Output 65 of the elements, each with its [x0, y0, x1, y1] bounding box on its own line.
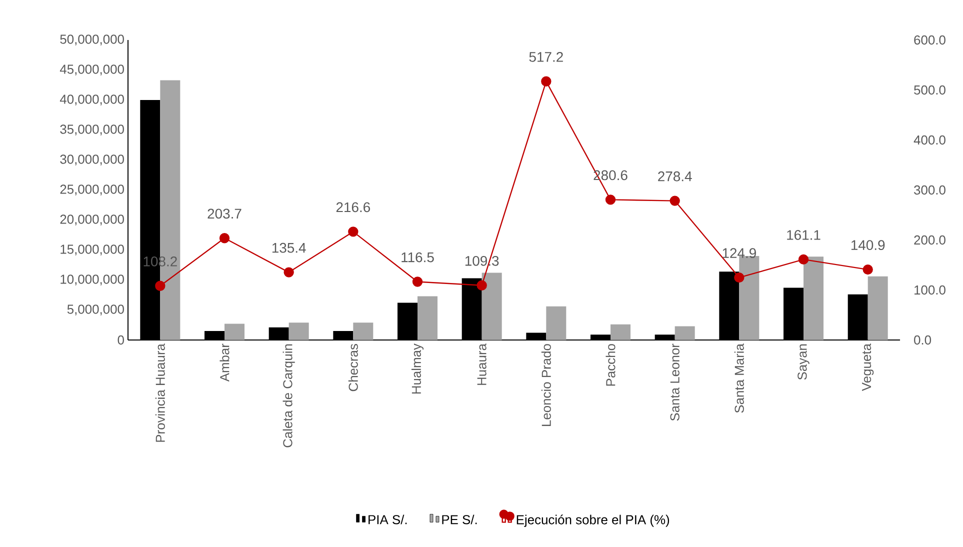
- data-label: 216.6: [336, 202, 370, 212]
- x-tick-label: Santa Leonor: [670, 344, 680, 421]
- y-tick-label: 35,000,000: [60, 124, 124, 136]
- y2-tick-label: 0.0: [914, 335, 932, 345]
- legend-label: PE S/.: [442, 514, 477, 524]
- x-tick-label: Caleta de Carquin: [282, 344, 295, 448]
- bar: [418, 296, 438, 340]
- y-tick-label: 25,000,000: [60, 184, 124, 196]
- point: [219, 233, 230, 244]
- x-tick-label: Checras: [348, 344, 358, 392]
- point: [862, 264, 873, 275]
- x-tick-label: Sayan: [798, 344, 810, 380]
- point: [541, 76, 552, 86]
- point: [284, 267, 294, 278]
- y-tick-label: 40,000,000: [60, 94, 124, 106]
- y-tick-label: 45,000,000: [60, 64, 124, 76]
- legend-label: Ejecución sobre el PIA (%): [516, 514, 670, 527]
- data-label: 278.4: [658, 171, 692, 182]
- data-label: 135.4: [272, 242, 306, 253]
- y2-tick-label: 300.0: [914, 185, 946, 195]
- point: [476, 280, 487, 290]
- y-tick-label: 0: [118, 335, 124, 345]
- bar: [224, 324, 245, 340]
- point: [798, 254, 809, 265]
- point: [670, 196, 680, 206]
- bar: [610, 324, 631, 340]
- bar: [546, 306, 566, 340]
- data-label: 203.7: [208, 208, 242, 219]
- data-label: 161.1: [787, 230, 820, 240]
- y2-tick-label: 100.0: [914, 285, 946, 295]
- x-tick-label: Leoncio Prado: [541, 344, 551, 426]
- x-tick-label: Provincia Huaura: [155, 344, 165, 442]
- point: [348, 226, 358, 237]
- bar: [288, 322, 309, 340]
- y2-tick-label: 600.0: [914, 35, 946, 45]
- bar: [804, 256, 824, 340]
- y-tick-label: 30,000,000: [60, 154, 124, 166]
- point: [155, 280, 166, 291]
- x-tick-label: Paccho: [606, 344, 616, 386]
- bar: [868, 276, 888, 340]
- bar: [739, 256, 760, 340]
- data-label: 140.9: [851, 240, 885, 250]
- y-tick-label: 50,000,000: [60, 34, 124, 46]
- y2-tick-label: 500.0: [914, 85, 946, 95]
- x-tick-label: Santa Maria: [734, 344, 744, 413]
- data-label: 517.2: [529, 52, 563, 62]
- y2-tick-label: 200.0: [914, 235, 946, 245]
- point: [412, 276, 423, 287]
- data-label: 116.5: [402, 252, 434, 262]
- bar: [674, 326, 695, 340]
- y-tick-label: 5,000,000: [67, 304, 124, 316]
- point: [734, 272, 744, 283]
- y-tick-label: 10,000,000: [60, 274, 124, 286]
- legend-label: PIA S/.: [368, 514, 407, 524]
- x-tick-label: Ambar: [220, 344, 230, 382]
- x-tick-label: Huaura: [477, 344, 486, 385]
- point: [605, 194, 616, 205]
- bar: [482, 272, 502, 340]
- bar: [353, 322, 374, 340]
- y-tick-label: 20,000,000: [60, 214, 124, 226]
- x-tick-label: Hualmay: [411, 344, 424, 394]
- y2-tick-label: 400.0: [914, 135, 946, 145]
- y-tick-label: 15,000,000: [60, 244, 124, 256]
- data-label: 124.9: [722, 248, 756, 258]
- x-tick-label: Vegueta: [862, 344, 874, 391]
